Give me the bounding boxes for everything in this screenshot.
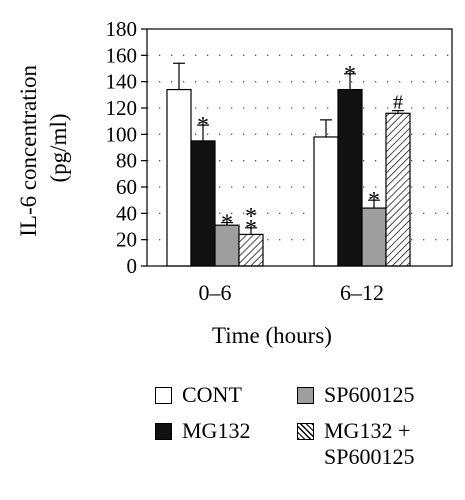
y-tick-label: 120 [106, 96, 138, 120]
x-category-label: 6–12 [340, 280, 384, 305]
legend-item-cont: CONT [155, 382, 242, 408]
y-tick-label: 40 [116, 201, 137, 225]
y-axis-label: IL-6 concentration (pg/ml) [16, 59, 71, 237]
y-tick-label: 80 [116, 149, 137, 173]
y-tick-label: 60 [116, 175, 137, 199]
bar-mg132-0 [190, 140, 216, 267]
legend-item-mg132-sp600125: MG132 + SP600125 [297, 418, 414, 470]
legend-label-cont: CONT [182, 382, 242, 407]
legend-swatch-mg132 [155, 423, 172, 440]
y-axis-label-line2: (pg/ml) [46, 114, 71, 183]
significance-mark: ** [245, 204, 257, 242]
y-tick-label: 0 [127, 254, 138, 278]
legend-label-mg132-sp600125: MG132 + SP600125 [324, 418, 415, 469]
bar-group: ** ****# [166, 62, 411, 267]
x-category-label: 0–6 [199, 280, 232, 305]
y-tick-label: 160 [106, 43, 138, 67]
legend-swatch-sp600125 [297, 387, 314, 404]
y-tick-label: 140 [106, 70, 138, 94]
legend-item-sp600125: SP600125 [297, 382, 414, 408]
significance-mark: * [221, 211, 233, 237]
legend-item-mg132: MG132 [155, 418, 250, 444]
y-axis-label-line1: IL-6 concentration [16, 64, 41, 236]
significance-mark: * [344, 62, 356, 88]
significance-mark: * [197, 113, 209, 139]
legend: CONT SP600125 MG132 MG132 + SP600125 [155, 382, 460, 494]
legend-label-mg132: MG132 [182, 418, 251, 443]
bar-mg132-1 [337, 88, 363, 267]
significance-mark: * [368, 188, 380, 214]
bar-mg132-sp600125-1 [385, 112, 411, 267]
bar-cont-1 [313, 136, 339, 267]
x-category-labels: 0–6 6–12 [199, 280, 385, 305]
y-tick-label: 100 [106, 122, 138, 146]
legend-label-sp600125: SP600125 [324, 382, 415, 407]
significance-mark: # [393, 92, 403, 114]
legend-swatch-mg132-sp600125 [297, 423, 314, 440]
axes [146, 28, 453, 267]
bar-sp600125-1 [361, 207, 387, 267]
y-tick-label: 20 [116, 228, 137, 252]
legend-swatch-cont [155, 387, 172, 404]
y-tick-label: 180 [106, 17, 138, 41]
x-axis-label: Time (hours) [212, 323, 332, 348]
bar-cont-0 [166, 88, 192, 267]
plot-frame [146, 28, 453, 267]
